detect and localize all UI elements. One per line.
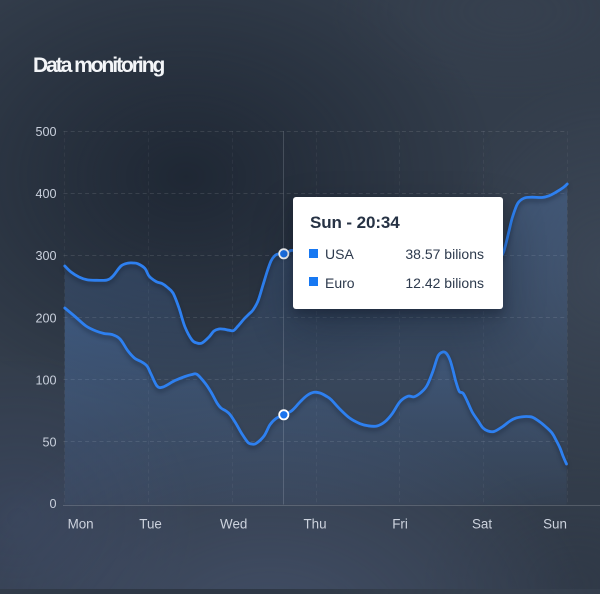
svg-text:Wed: Wed (220, 517, 247, 532)
svg-text:Tue: Tue (139, 517, 162, 532)
svg-text:Sat: Sat (472, 517, 492, 532)
svg-text:200: 200 (35, 311, 56, 325)
svg-text:300: 300 (35, 249, 56, 263)
svg-text:100: 100 (35, 373, 56, 387)
svg-text:Sun: Sun (543, 517, 567, 532)
svg-text:Mon: Mon (68, 517, 94, 532)
svg-text:Fri: Fri (392, 517, 408, 532)
svg-text:50: 50 (42, 436, 56, 450)
svg-text:0: 0 (49, 497, 56, 511)
svg-text:Thu: Thu (303, 517, 326, 532)
svg-text:500: 500 (35, 125, 56, 139)
svg-text:400: 400 (35, 187, 56, 201)
